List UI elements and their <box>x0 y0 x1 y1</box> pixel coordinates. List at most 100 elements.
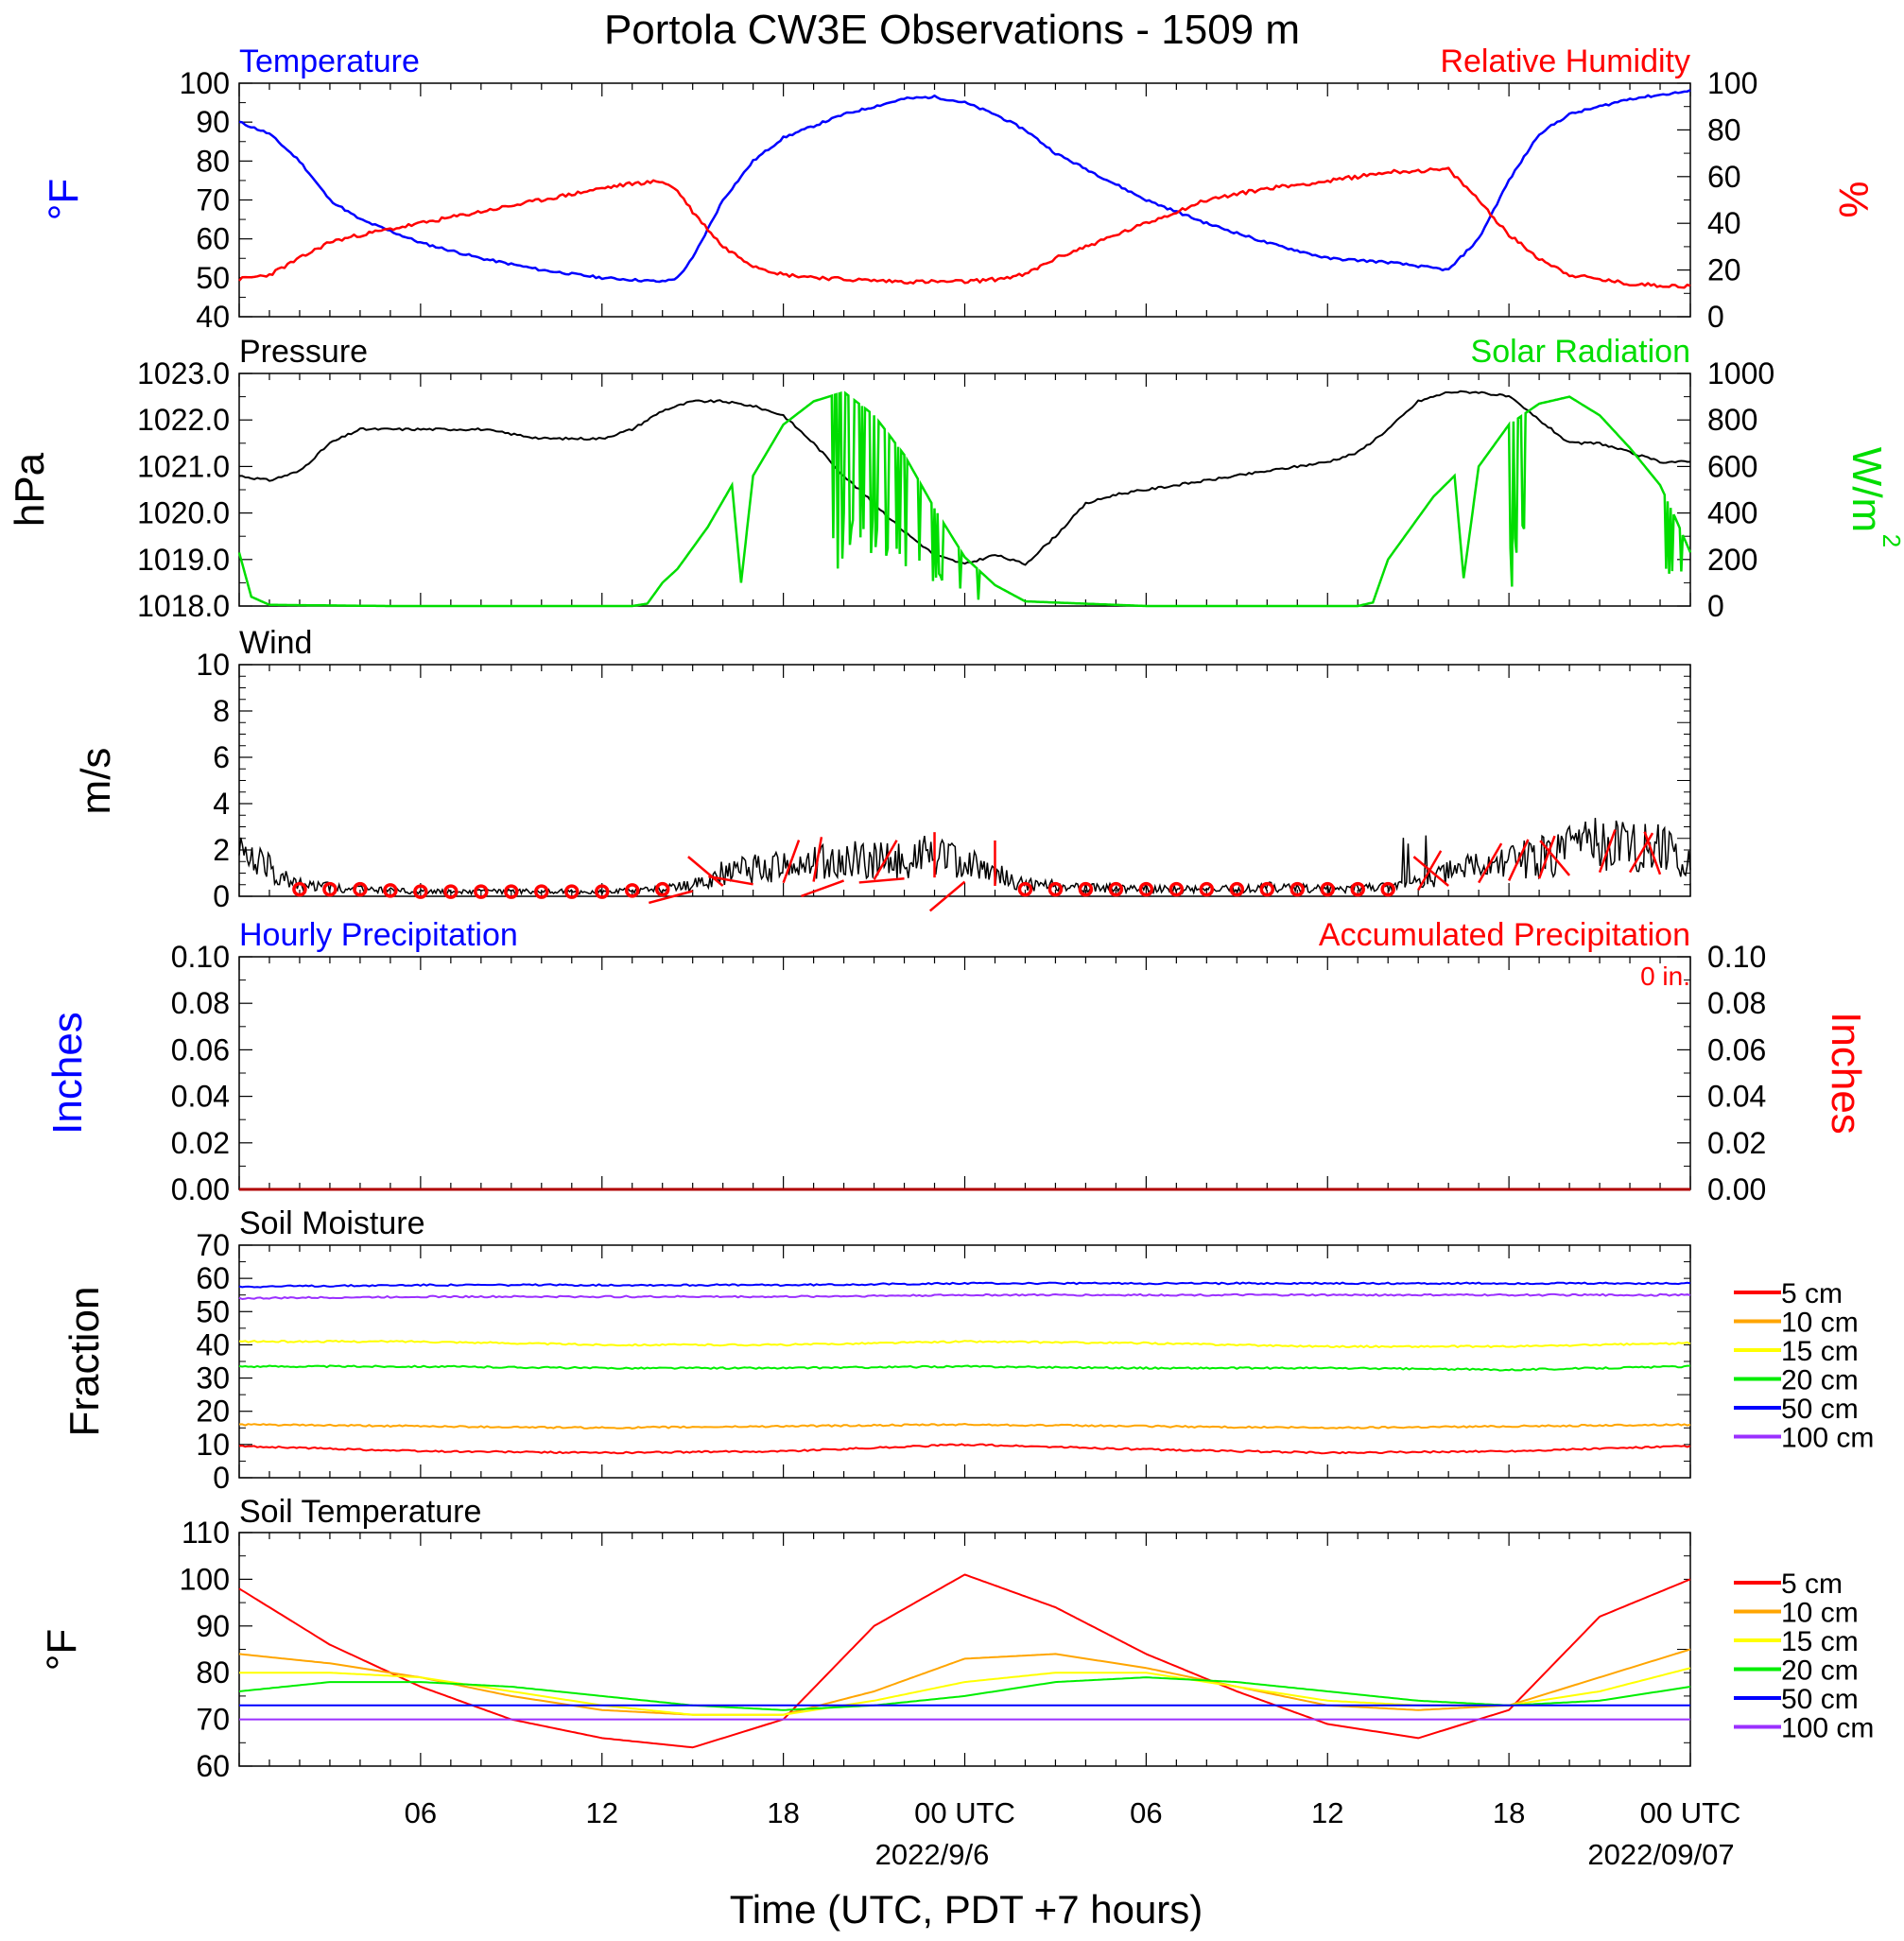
wind-unit: m/s <box>73 748 119 815</box>
solar-label: Solar Radiation <box>1471 334 1690 370</box>
wind-panel-frame <box>238 664 1691 897</box>
x-tick-label: 18 <box>767 1796 799 1829</box>
pressure-left-ytick-label: 1021.0 <box>137 449 230 483</box>
soil-moisture-label: Soil Moisture <box>239 1205 425 1241</box>
calm-wind-circle <box>1199 881 1215 897</box>
soil-moisture-line-1 <box>238 1423 1691 1430</box>
soil-temperature-legend-label: 15 cm <box>1781 1626 1859 1657</box>
calm-wind-circle <box>1168 881 1185 897</box>
soiltemp-left-ytick-label: 90 <box>196 1609 230 1643</box>
soil-moisture-line-5 <box>238 1292 1691 1300</box>
solar-right-ytick-label: 0 <box>1707 589 1724 623</box>
panel-pressure-solar: 1018.0 1019.0 1020.0 1021.0 1022.0 1023.0 0 200… <box>7 334 1904 623</box>
x-tick-label: 00 UTC <box>914 1796 1015 1829</box>
panel-wind: 0 2 4 6 8 10 Wind m/s <box>73 625 1691 913</box>
moisture-panel-frame <box>238 1244 1691 1479</box>
pressure-left-ytick-label: 1023.0 <box>137 356 230 390</box>
wind-barb <box>1643 831 1662 875</box>
pressure-line <box>239 390 1690 566</box>
soil-moisture-line-4 <box>238 1281 1691 1289</box>
temp-left-ytick-label: 70 <box>196 183 230 217</box>
precip-right-ytick-label: 0.06 <box>1707 1032 1766 1066</box>
calm-wind-circle <box>1108 881 1124 897</box>
soil-temperature-legend-label: 100 cm <box>1781 1713 1874 1744</box>
temp-left-ytick-label: 50 <box>196 261 230 295</box>
pressure-panel-frame <box>238 373 1691 607</box>
accum-precip-label: Accumulated Precipitation <box>1319 917 1690 953</box>
calm-wind-circle <box>413 884 428 899</box>
calm-wind-circle <box>504 884 519 899</box>
calm-wind-circle <box>564 884 580 899</box>
calm-wind-circle <box>1350 881 1365 897</box>
panel-temperature-humidity: 40 50 60 70 80 90 100 0 20 40 60 80 100 Temperature Re… <box>41 43 1877 334</box>
solar-unit: W/m <box>1843 447 1890 532</box>
solar-right-ytick-label: 1000 <box>1707 356 1774 390</box>
moisture-left-ytick-label: 20 <box>196 1395 230 1429</box>
humidity-label: Relative Humidity <box>1440 43 1690 79</box>
precip-right-unit: Inches <box>1823 1012 1869 1135</box>
temperature-line <box>238 89 1691 284</box>
x-tick-label: 00 UTC <box>1640 1796 1741 1829</box>
precip-left-unit: Inches <box>44 1012 91 1135</box>
solar-unit-sup: 2 <box>1878 534 1904 547</box>
rh-right-ytick-label: 40 <box>1707 206 1741 240</box>
wind-barb <box>812 837 823 882</box>
soiltemp-left-ytick-label: 80 <box>196 1655 230 1690</box>
wind-barb <box>648 890 694 905</box>
soil-temperature-legend-label: 10 cm <box>1781 1598 1859 1629</box>
wind-label: Wind <box>239 625 312 661</box>
soil-temperature-label: Soil Temperature <box>239 1494 481 1530</box>
solar-right-ytick-label: 400 <box>1707 496 1757 530</box>
rh-right-ytick-label: 60 <box>1707 160 1741 194</box>
soiltemp-left-ytick-label: 110 <box>182 1516 230 1550</box>
soiltemp-left-ytick-label: 70 <box>196 1703 230 1737</box>
solar-right-ytick-label: 800 <box>1707 403 1757 437</box>
wind-barb <box>858 877 905 884</box>
calm-wind-circle <box>654 881 670 897</box>
date-label-2: 2022/09/07 <box>1587 1838 1734 1871</box>
rh-right-ytick-label: 0 <box>1707 300 1724 334</box>
calm-wind-circle <box>353 881 368 897</box>
precip-left-ytick-label: 0.10 <box>171 940 230 974</box>
moisture-left-ytick-label: 70 <box>196 1228 230 1262</box>
moisture-left-ytick-label: 30 <box>196 1361 230 1395</box>
temp-left-ytick-label: 60 <box>196 222 230 256</box>
humidity-line <box>238 166 1691 289</box>
humidity-unit: % <box>1830 181 1877 217</box>
wind-barb <box>708 875 753 886</box>
precip-right-ytick-label: 0.00 <box>1707 1172 1766 1206</box>
temperature-unit: °F <box>41 179 87 220</box>
precip-left-ytick-label: 0.04 <box>171 1080 230 1114</box>
precip-right-ytick-label: 0.10 <box>1707 940 1766 974</box>
calm-wind-circle <box>474 884 489 899</box>
moisture-left-ytick-label: 60 <box>196 1261 230 1295</box>
soil-moisture-legend-label: 15 cm <box>1781 1336 1859 1367</box>
calm-wind-circle <box>383 883 398 898</box>
soiltemp-left-ytick-label: 100 <box>180 1562 230 1596</box>
temperature-label: Temperature <box>239 43 420 79</box>
precip-panel-frame <box>238 956 1691 1190</box>
calm-wind-circle <box>1138 881 1154 897</box>
soil-temp-line-3 <box>238 1676 1691 1711</box>
wind-left-ytick-label: 8 <box>213 694 230 728</box>
moisture-left-ytick-label: 50 <box>196 1294 230 1328</box>
wind-barb <box>782 840 801 884</box>
moisture-left-ytick-label: 10 <box>196 1428 230 1462</box>
wind-left-ytick-label: 6 <box>213 740 230 774</box>
soil-moisture-line-3 <box>238 1364 1690 1372</box>
soiltemp-panel-frame <box>238 1532 1691 1767</box>
x-tick-label: 18 <box>1493 1796 1525 1829</box>
pressure-left-ytick-label: 1019.0 <box>137 543 230 577</box>
temp-left-ytick-label: 40 <box>196 300 230 334</box>
figure-title: Portola CW3E Observations - 1509 m <box>604 7 1300 53</box>
soil-temp-line-1 <box>238 1648 1691 1716</box>
pressure-label: Pressure <box>239 334 368 370</box>
calm-wind-circle <box>1290 881 1306 897</box>
precip-right-ytick-label: 0.08 <box>1707 986 1766 1020</box>
x-tick-label: 12 <box>586 1796 618 1829</box>
wind-barb <box>1412 856 1449 887</box>
wind-barb <box>1539 840 1571 876</box>
rh-right-ytick-label: 100 <box>1707 66 1757 100</box>
precip-left-ytick-label: 0.02 <box>171 1126 230 1160</box>
